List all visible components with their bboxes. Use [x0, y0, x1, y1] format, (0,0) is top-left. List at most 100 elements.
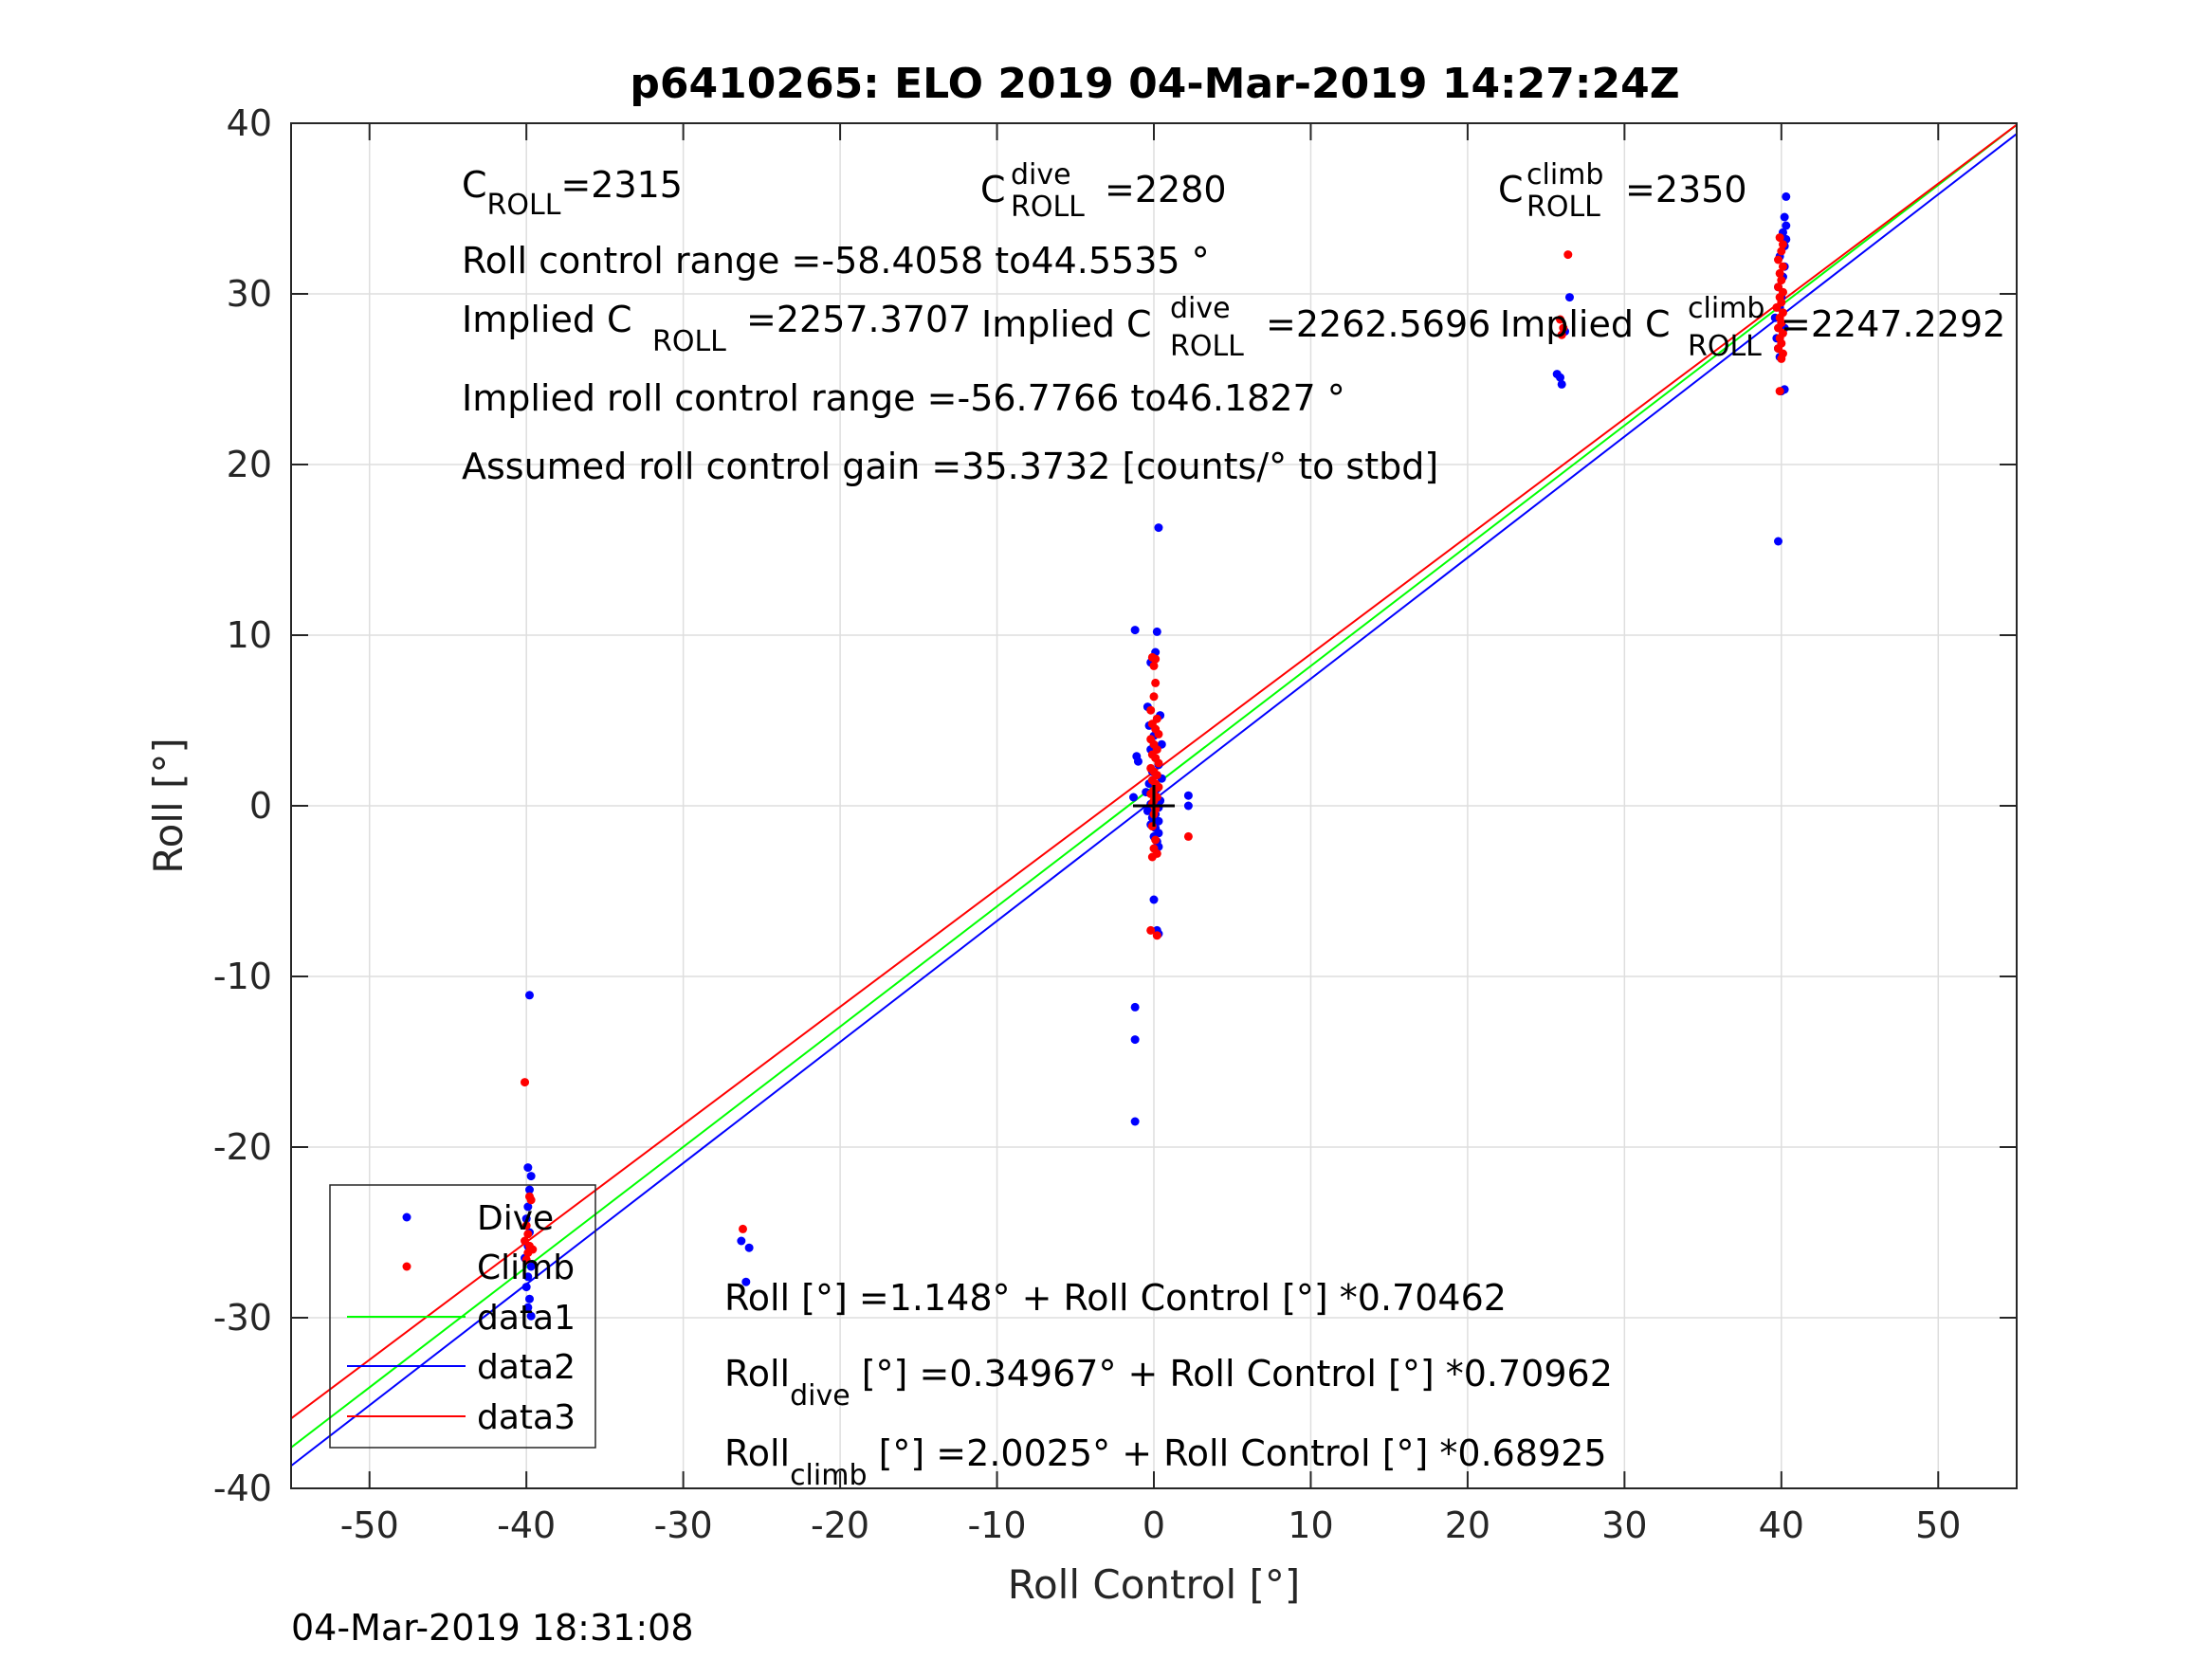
climb-point	[1563, 250, 1573, 260]
dive-point	[523, 1163, 533, 1173]
annotation-implied-c-roll-dive: Implied CROLLdive =2262.5696	[981, 292, 1490, 363]
climb-point	[1775, 268, 1784, 278]
dive-point	[526, 1262, 536, 1271]
climb-point	[521, 1255, 531, 1265]
dive-point	[1183, 791, 1193, 800]
climb-point	[1559, 323, 1568, 333]
climb-point	[1146, 925, 1156, 935]
climb-point	[1774, 255, 1783, 264]
climb-point	[521, 1221, 531, 1231]
climb-point	[1775, 387, 1784, 396]
dive-point	[1782, 191, 1791, 201]
dive-point	[524, 1294, 534, 1304]
legend-dive-marker	[402, 1212, 411, 1222]
y-axis-label: Roll [°]	[145, 738, 192, 873]
climb-point	[1778, 262, 1787, 271]
dive-point	[744, 1243, 754, 1252]
climb-point	[1151, 678, 1161, 687]
dive-point	[1564, 293, 1574, 302]
dive-point	[1152, 627, 1161, 636]
x-tick-label: 10	[1288, 1504, 1333, 1546]
y-tick-label: 40	[227, 102, 272, 144]
x-tick-label: 30	[1601, 1504, 1647, 1546]
dive-point	[521, 1283, 531, 1292]
dive-point	[737, 1236, 746, 1246]
dive-point	[1130, 1117, 1140, 1126]
timestamp: 04-Mar-2019 18:31:08	[291, 1607, 694, 1649]
x-tick-label: 0	[1143, 1504, 1165, 1546]
x-axis-label: Roll Control [°]	[1008, 1561, 1301, 1608]
annotation-roll-control-range: Roll control range =-58.4058 to44.5535 °	[462, 240, 1210, 282]
climb-point	[1772, 302, 1782, 312]
dive-point	[1556, 373, 1565, 382]
dive-point	[1133, 757, 1143, 766]
x-tick-label: -40	[497, 1504, 556, 1546]
climb-point	[1146, 705, 1156, 715]
climb-point	[1154, 758, 1163, 768]
annotation-fit-climb: Rollclimb [°] =2.0025° + Roll Control [°…	[724, 1432, 1607, 1492]
legend-data3-label: data3	[477, 1398, 576, 1437]
x-tick-label: 50	[1915, 1504, 1961, 1546]
y-tick-label: -20	[213, 1126, 272, 1168]
annotation-c-roll-climb: C ROLLclimb =2350	[1498, 158, 1747, 224]
dive-point	[1149, 895, 1159, 904]
x-tick-label: -30	[654, 1504, 713, 1546]
dive-point	[526, 1311, 536, 1321]
legend-climb-marker	[402, 1262, 411, 1271]
dive-point	[1130, 1035, 1140, 1045]
dive-point	[523, 1202, 533, 1212]
dive-point	[1782, 221, 1791, 230]
legend: Dive Climb data1 data2 data3	[329, 1184, 596, 1449]
annotation-assumed-gain: Assumed roll control gain =35.3732 [coun…	[462, 446, 1438, 487]
y-tick-label: 20	[227, 444, 272, 485]
legend-data2-label: data2	[477, 1348, 576, 1387]
annotation-implied-range: Implied roll control range =-56.7766 to4…	[462, 377, 1345, 419]
climb-point	[526, 1195, 536, 1205]
dive-point	[1557, 379, 1566, 389]
climb-point	[1149, 692, 1159, 702]
climb-point	[1775, 233, 1784, 243]
x-tick-label: 40	[1759, 1504, 1804, 1546]
dive-point	[1774, 537, 1783, 546]
dive-point	[526, 1172, 536, 1181]
dive-point	[524, 1185, 534, 1194]
annotation-fit-dive: Rolldive [°] =0.34967° + Roll Control [°…	[724, 1353, 1613, 1413]
dive-point	[1143, 806, 1152, 815]
axes-box	[290, 122, 2018, 1489]
climb-point	[1154, 729, 1163, 738]
dive-point	[1183, 801, 1193, 811]
climb-point	[1557, 330, 1566, 339]
climb-point	[1151, 835, 1161, 845]
dive-point	[521, 1214, 531, 1224]
dive-point	[523, 1303, 533, 1312]
legend-dive-label: Dive	[477, 1199, 554, 1238]
dive-point	[1154, 523, 1163, 533]
y-tick-label: 10	[227, 614, 272, 656]
y-tick-label: -30	[213, 1297, 272, 1339]
legend-box	[329, 1184, 596, 1449]
y-tick-label: -10	[213, 956, 272, 997]
dive-point	[523, 1272, 533, 1282]
x-tick-label: -10	[968, 1504, 1027, 1546]
axis-ticks: -50 -40 -30 -20 -10 0 10 20 30 40 50 -40 -30 -20 -10 0 1…	[213, 102, 2017, 1546]
y-tick-label: 30	[227, 273, 272, 315]
climb-point	[523, 1230, 533, 1239]
dive-point	[1130, 1002, 1140, 1012]
legend-climb-label: Climb	[477, 1249, 575, 1287]
climb-point	[1151, 654, 1161, 664]
annotation-group: CROLL=2315 C ROLLdive =2280 C ROLLclimb =235…	[462, 158, 2005, 1492]
dive-point	[1154, 816, 1163, 826]
y-tick-label: -40	[213, 1468, 272, 1509]
annotation-implied-c-roll-climb: Implied CROLLclimb =2247.2292	[1500, 292, 2005, 363]
dive-point	[1130, 626, 1140, 635]
dive-point	[524, 991, 534, 1000]
climb-point	[1556, 315, 1565, 324]
climb-point	[1147, 852, 1157, 862]
y-tick-label: 0	[249, 785, 272, 827]
climb-point	[1777, 276, 1786, 285]
climb-point	[1777, 354, 1786, 363]
climb-point	[1778, 240, 1787, 249]
origin-marker	[1133, 785, 1175, 827]
x-tick-label: 20	[1445, 1504, 1490, 1546]
